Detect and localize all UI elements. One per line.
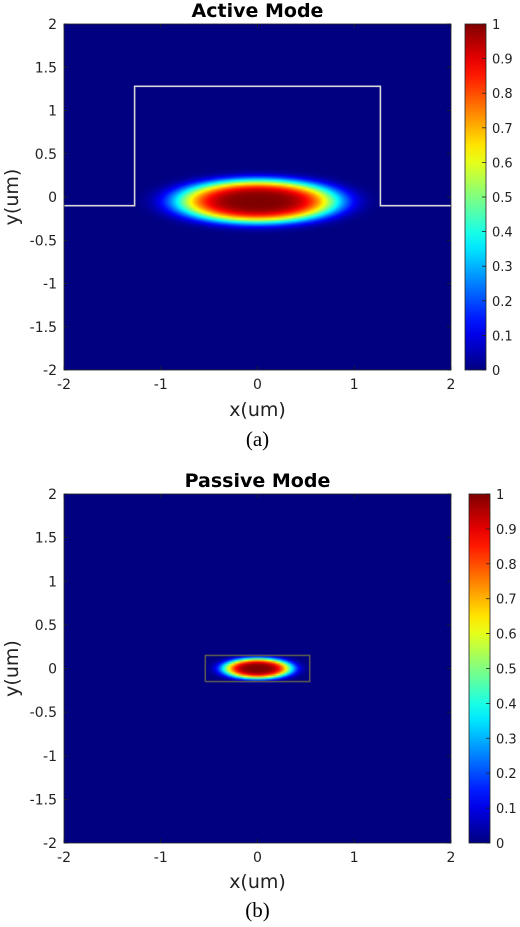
y-tick-label: -2: [43, 363, 57, 379]
colorbar-tick-label: 0.9: [496, 523, 517, 538]
colorbar-tick-label: 0.6: [496, 628, 517, 643]
x-tick-label: 0: [253, 377, 262, 393]
y-tick-label: 0: [48, 662, 57, 678]
colorbar-tick-label: 0.5: [496, 663, 517, 678]
colorbar-tick-label: 0.7: [492, 122, 513, 137]
y-tick-label: -1.5: [30, 320, 57, 336]
colorbar-tick-label: 0.6: [492, 156, 513, 171]
y-tick-label: 1: [48, 104, 57, 120]
y-tick-label: 1: [48, 574, 57, 590]
colorbar-tick-label: 1: [492, 18, 500, 33]
colorbar-tick-label: 0.2: [492, 295, 513, 310]
x-tick-label: -2: [57, 850, 71, 866]
colorbar-tick-label: 0.4: [496, 697, 517, 712]
heatmap-field: [64, 494, 451, 843]
colorbar-tick-label: 0: [496, 837, 504, 852]
y-tick-label: 1.5: [35, 531, 57, 547]
y-tick-label: 2: [48, 487, 57, 503]
chart-title: Passive Mode: [185, 470, 331, 492]
colorbar-tick-label: 0.3: [496, 732, 517, 747]
colorbar-tick-label: 0: [492, 364, 500, 379]
y-tick-label: 0.5: [35, 147, 57, 163]
y-tick-label: -1.5: [30, 792, 57, 808]
colorbar-tick-label: 0.8: [492, 87, 513, 102]
y-tick-label: -0.5: [30, 233, 57, 249]
colorbar-tick-label: 0.3: [492, 260, 513, 275]
x-tick-label: 1: [350, 850, 359, 866]
colorbar-tick-label: 1: [496, 488, 504, 503]
y-tick-label: -1: [43, 277, 57, 293]
colorbar-tick-label: 0.5: [492, 191, 513, 206]
panel-caption: (a): [246, 427, 269, 451]
x-tick-label: 1: [350, 377, 359, 393]
y-axis-label: y(um): [1, 169, 23, 226]
y-tick-label: 0.5: [35, 618, 57, 634]
x-axis-label: x(um): [229, 399, 286, 421]
y-tick-label: 0: [48, 190, 57, 206]
colorbar-tick-label: 0.1: [492, 329, 513, 344]
y-tick-label: 2: [48, 17, 57, 33]
colorbar: 1 0.9 0.8 0.7 0.6 0.5 0.4 0.3 0.2 0.1 0: [468, 488, 517, 852]
heatmap-field: [64, 24, 451, 370]
colorbar-tick-label: 0.1: [496, 802, 517, 817]
y-tick-label: -1: [43, 749, 57, 765]
colorbar-tick-label: 0.4: [492, 226, 513, 241]
x-tick-label: -1: [154, 850, 168, 866]
y-tick-label: 1.5: [35, 60, 57, 76]
panel-a: Active Mode -2 -1 0 1 2 2 1.5 1 0.5 0 -0.5 -1 -1.5 -2 x…: [1, 0, 513, 451]
colorbar-tick-label: 0.7: [496, 593, 517, 608]
x-tick-label: 2: [447, 850, 456, 866]
x-tick-label: 2: [447, 377, 456, 393]
colorbar: 1 0.9 0.8 0.7 0.6 0.5 0.4 0.3 0.2 0.1 0: [464, 18, 513, 379]
y-axis-label: y(um): [1, 640, 23, 697]
x-tick-label: -1: [154, 377, 168, 393]
colorbar-tick-label: 0.9: [492, 53, 513, 68]
chart-title: Active Mode: [192, 0, 324, 22]
waveguide-outline: [204, 654, 311, 683]
panel-caption: (b): [245, 898, 270, 922]
x-tick-label: 0: [253, 850, 262, 866]
colorbar-tick-label: 0.2: [496, 767, 517, 782]
y-tick-label: -2: [43, 836, 57, 852]
waveguide-outline: [64, 85, 451, 207]
x-tick-label: -2: [57, 377, 71, 393]
colorbar-tick-label: 0.8: [496, 558, 517, 573]
y-tick-label: -0.5: [30, 705, 57, 721]
x-axis-label: x(um): [229, 871, 286, 893]
panel-b: Passive Mode -2 -1 0 1 2 2 1.5 1 0.5 0 -0.5 -1 -1.5 -2…: [1, 470, 517, 922]
